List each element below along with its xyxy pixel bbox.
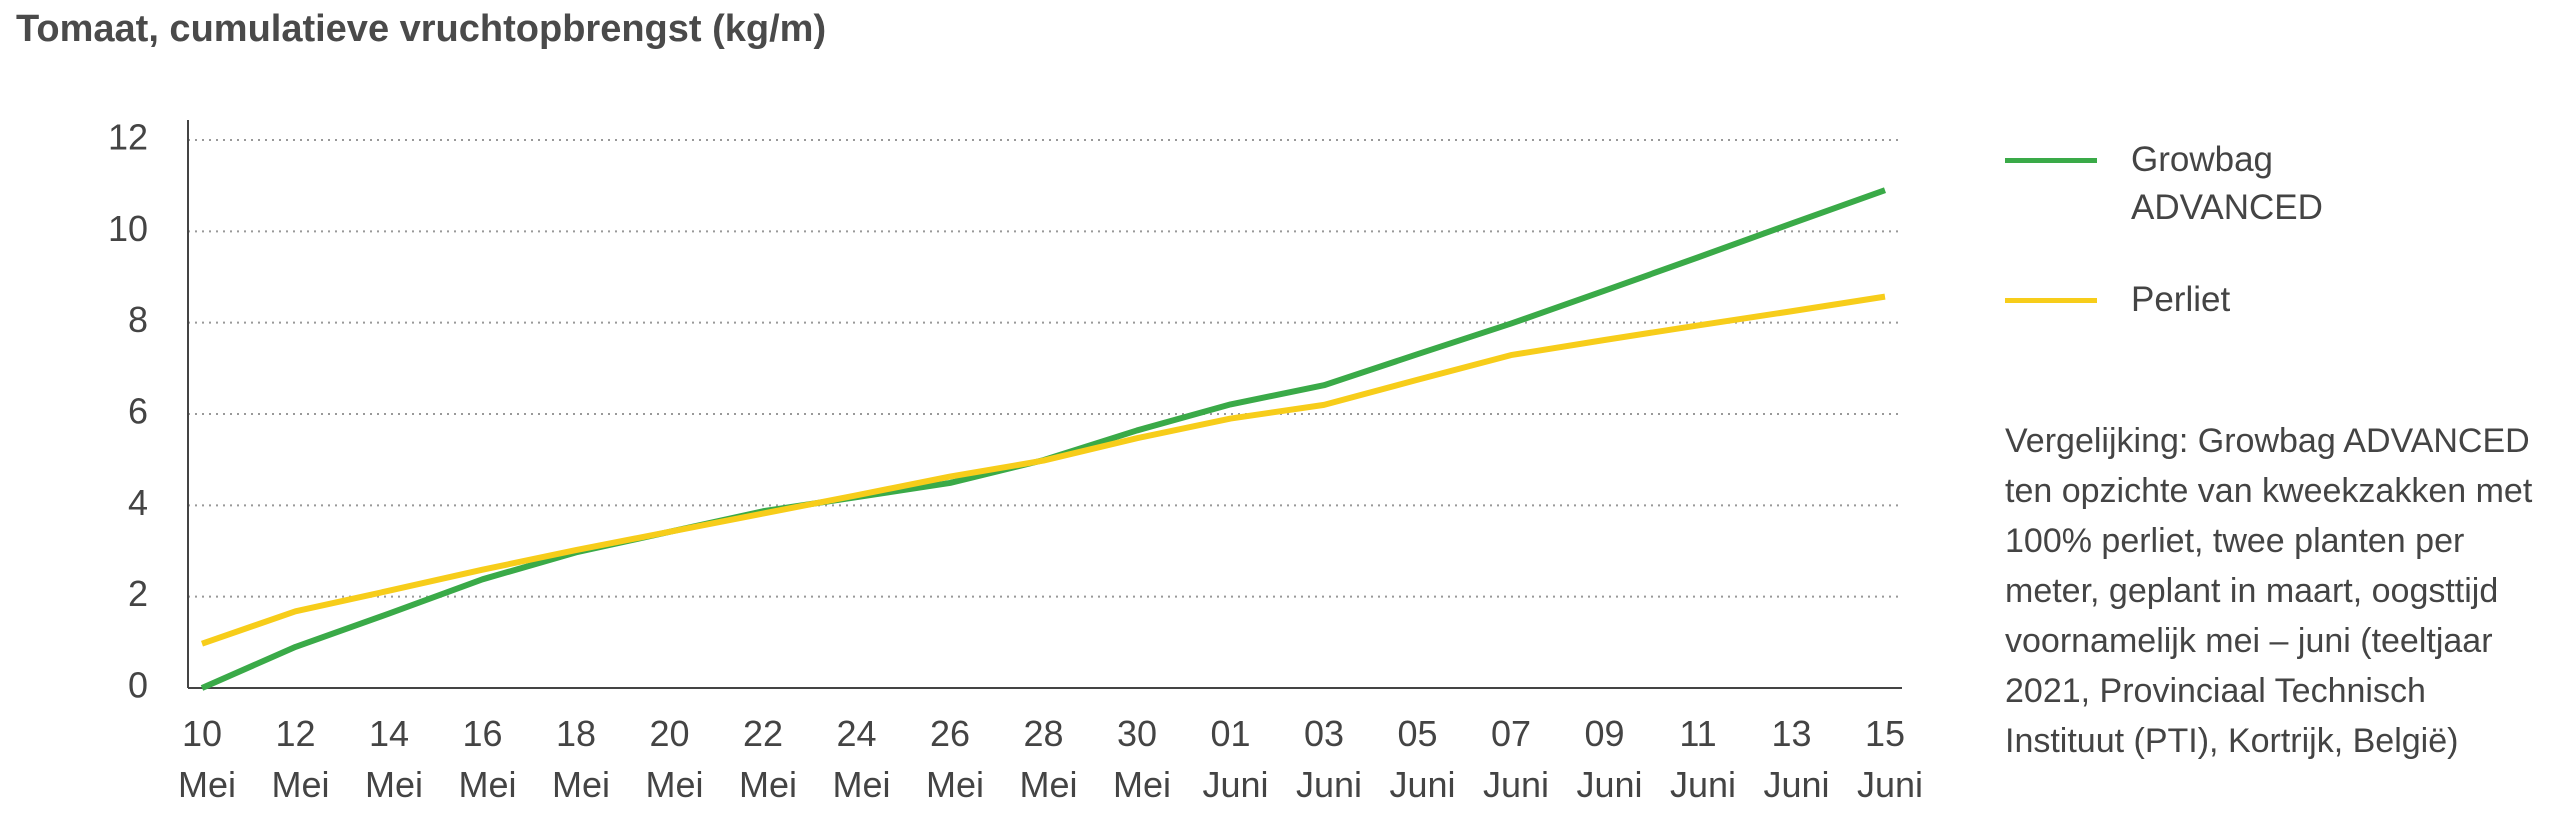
y-tick-label: 10 [108, 208, 148, 249]
x-tick-label: 14 Mei [355, 713, 423, 805]
legend-item: Growbag ADVANCED [2005, 136, 2331, 232]
x-tick-label: 15 Juni [1847, 713, 1923, 805]
legend-swatch [2005, 158, 2097, 163]
x-tick-label: 30 Mei [1103, 713, 1171, 805]
x-tick-label: 01 Juni [1192, 713, 1268, 805]
x-tick-label: 11 Juni [1660, 713, 1736, 805]
legend-label: Perliet [2131, 280, 2231, 319]
x-tick-label: 12 Mei [261, 713, 329, 805]
y-tick-label: 0 [128, 665, 148, 706]
y-tick-label: 8 [128, 299, 148, 340]
x-tick-label: 03 Juni [1286, 713, 1362, 805]
y-tick-label: 2 [128, 573, 148, 614]
x-tick-label: 05 Juni [1379, 713, 1455, 805]
legend-swatch [2005, 298, 2097, 303]
y-tick-label: 4 [128, 482, 148, 523]
x-tick-label: 09 Juni [1566, 713, 1642, 805]
y-tick-label: 12 [108, 117, 148, 158]
x-tick-label: 18 Mei [542, 713, 610, 805]
series-line [200, 187, 1887, 691]
series-line [201, 293, 1886, 647]
chart-title: Tomaat, cumulatieve vruchtopbrengst (kg/… [16, 8, 827, 50]
x-tick-label: 22 Mei [729, 713, 797, 805]
x-tick-label: 13 Juni [1753, 713, 1829, 805]
legend-item: Perliet [2005, 276, 2331, 324]
x-tick-label: 20 Mei [635, 713, 703, 805]
legend-label: Growbag ADVANCED [2131, 140, 2323, 227]
x-tick-label: 07 Juni [1473, 713, 1549, 805]
x-tick-label: 10 Mei [168, 713, 236, 805]
note: Vergelijking: Growbag ADVANCED ten opzic… [2005, 422, 2533, 760]
y-tick-label: 6 [128, 391, 148, 432]
x-tick-label: 16 Mei [448, 713, 516, 805]
x-tick-label: 28 Mei [1009, 713, 1077, 805]
x-tick-label: 24 Mei [822, 713, 890, 805]
x-tick-label: 26 Mei [916, 713, 984, 805]
